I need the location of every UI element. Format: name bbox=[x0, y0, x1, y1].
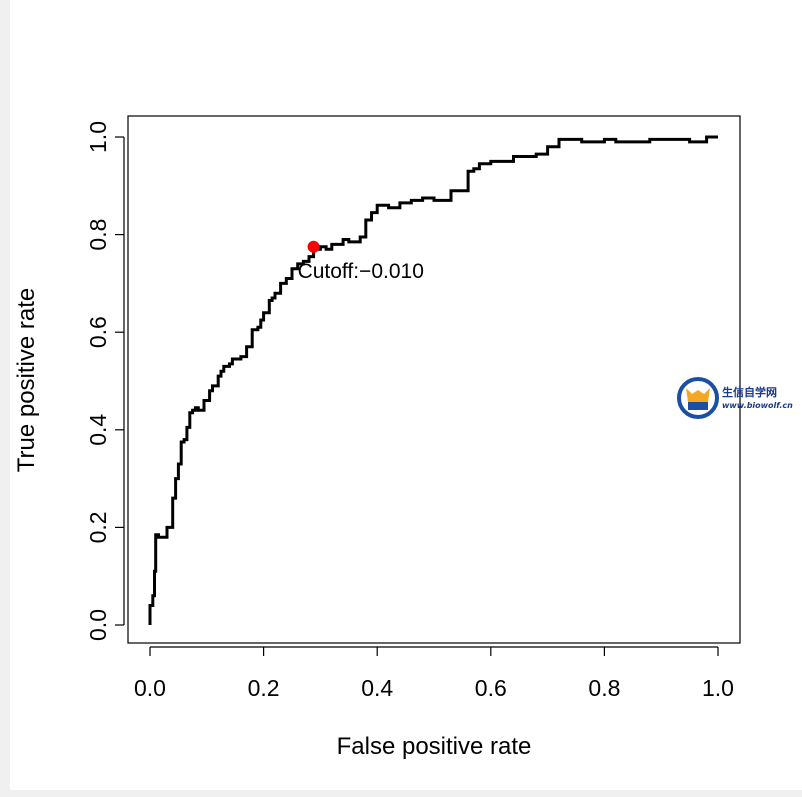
x-tick-label: 0.8 bbox=[588, 675, 620, 701]
x-tick-label: 0.0 bbox=[134, 675, 166, 701]
y-axis-title: True positive rate bbox=[13, 288, 40, 473]
plot-frame: 0.0 0.2 0.4 0.6 0.8 1.0 0.0 0.2 0.4 0.6 0.8 1.0 Cu… bbox=[10, 0, 802, 790]
y-tick-label: 0.4 bbox=[85, 414, 111, 446]
plot-area-border bbox=[127, 115, 741, 644]
cutoff-point-marker bbox=[307, 240, 320, 253]
x-tick-label: 0.2 bbox=[248, 675, 280, 701]
y-tick-label: 1.0 bbox=[85, 121, 111, 153]
x-axis-title: False positive rate bbox=[337, 733, 532, 760]
x-axis: 0.0 0.2 0.4 0.6 0.8 1.0 bbox=[134, 646, 734, 701]
watermark-title: 生信自学网 bbox=[722, 385, 777, 399]
y-tick-label: 0.6 bbox=[85, 316, 111, 348]
y-tick-label: 0.8 bbox=[85, 219, 111, 251]
roc-curve-line bbox=[148, 135, 718, 625]
cutoff-annotation: Cutoff:−0.010 bbox=[298, 260, 424, 283]
book-shape bbox=[688, 402, 708, 410]
x-tick-label: 0.6 bbox=[475, 675, 507, 701]
y-axis: 0.0 0.2 0.4 0.6 0.8 1.0 bbox=[85, 121, 125, 641]
x-tick-label: 1.0 bbox=[702, 675, 734, 701]
y-tick-label: 0.0 bbox=[85, 609, 111, 641]
x-tick-label: 0.4 bbox=[361, 675, 393, 701]
watermark: 生信自学网 www.biowolf.cn bbox=[677, 377, 793, 419]
y-tick-label: 0.2 bbox=[85, 511, 111, 543]
roc-chart: 0.0 0.2 0.4 0.6 0.8 1.0 0.0 0.2 0.4 0.6 0.8 1.0 Cu… bbox=[13, 115, 793, 760]
watermark-url: www.biowolf.cn bbox=[722, 401, 793, 410]
